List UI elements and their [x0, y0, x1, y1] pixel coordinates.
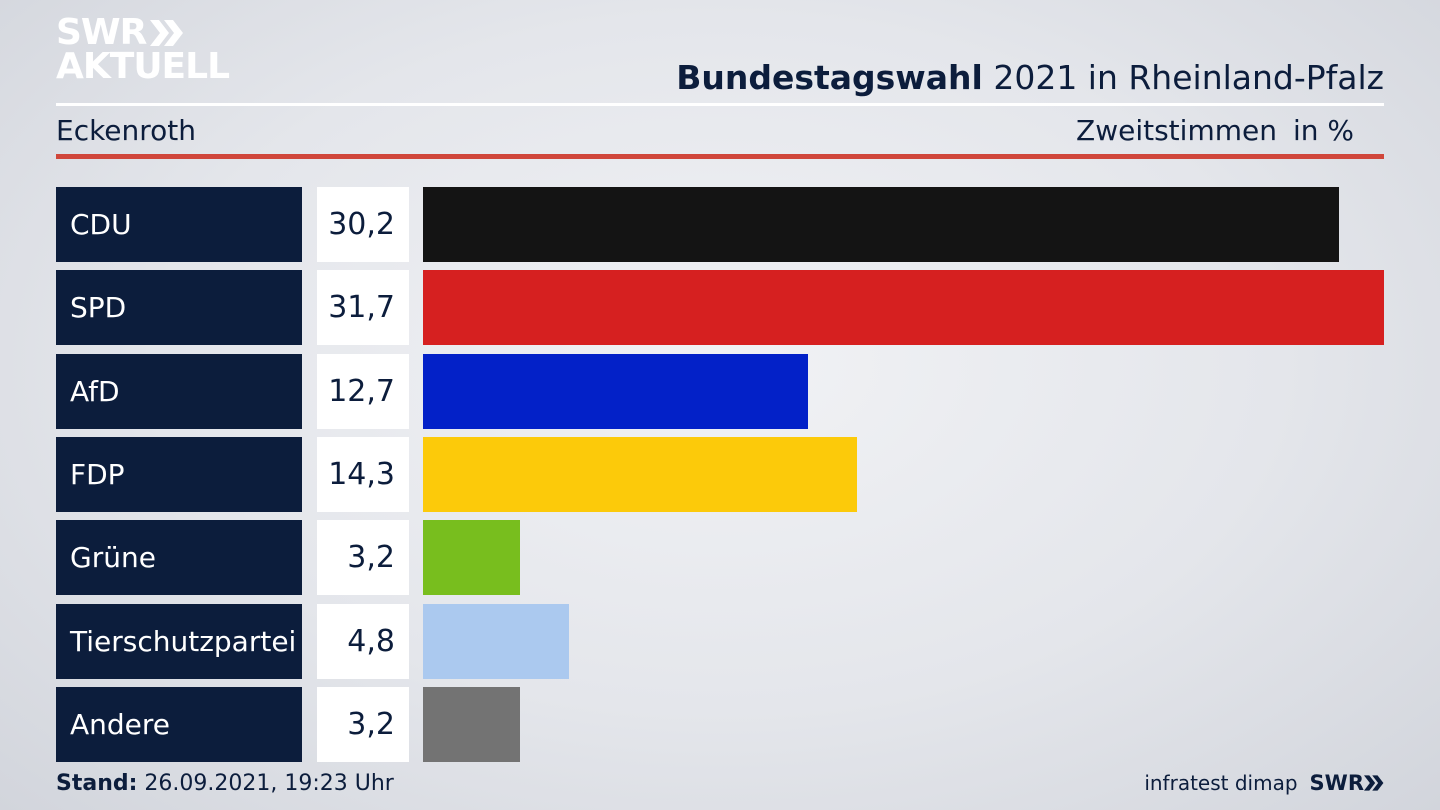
header-divider	[56, 103, 1384, 106]
value-label: 30,2	[317, 187, 409, 262]
chart-row: AfD 12,7	[56, 354, 1384, 429]
party-label: Andere	[56, 687, 302, 762]
logo-line-2: AKTUELL	[56, 46, 230, 88]
double-chevron-icon	[150, 20, 184, 47]
double-chevron-icon	[1364, 775, 1384, 791]
chart-row: CDU 30,2	[56, 187, 1384, 262]
value-label: 4,8	[317, 604, 409, 679]
chart-row: SPD 31,7	[56, 270, 1384, 345]
metric-name: Zweitstimmen	[1076, 114, 1277, 147]
party-label: CDU	[56, 187, 302, 262]
chart-row: FDP 14,3	[56, 437, 1384, 512]
value-label: 3,2	[317, 520, 409, 595]
title-bold: Bundestagswahl	[676, 58, 983, 97]
chart-row: Andere 3,2	[56, 687, 1384, 762]
party-label: Tierschutzpartei	[56, 604, 302, 679]
party-label: Grüne	[56, 520, 302, 595]
party-label: SPD	[56, 270, 302, 345]
bar	[423, 520, 520, 595]
stand-label: Stand:	[56, 771, 138, 796]
source-label: infratest dimap	[1144, 771, 1298, 795]
chart-title: Bundestagswahl 2021 in Rheinland-Pfalz	[676, 58, 1384, 97]
bar	[423, 187, 1339, 262]
unit-label: in %	[1292, 114, 1354, 147]
brand-label: SWR	[1309, 771, 1364, 795]
bar	[423, 687, 520, 762]
swr-aktuell-logo: SWR AKTUELL	[56, 12, 230, 88]
stand-value: 26.09.2021, 19:23 Uhr	[137, 771, 394, 796]
chart-row: Tierschutzpartei 4,8	[56, 604, 1384, 679]
metric-label: Zweitstimmen in %	[1076, 114, 1354, 147]
value-label: 14,3	[317, 437, 409, 512]
swr-brand: SWR	[1310, 771, 1384, 795]
value-label: 12,7	[317, 354, 409, 429]
region-label: Eckenroth	[56, 114, 197, 147]
party-label: FDP	[56, 437, 302, 512]
source-credit: infratest dimap SWR	[1144, 771, 1384, 795]
bar	[423, 437, 857, 512]
chart-row: Grüne 3,2	[56, 520, 1384, 595]
title-rest: 2021 in Rheinland-Pfalz	[982, 58, 1384, 97]
logo-line-1: SWR	[56, 12, 147, 53]
value-label: 31,7	[317, 270, 409, 345]
bar	[423, 604, 569, 679]
accent-divider	[56, 154, 1384, 159]
timestamp: Stand: 26.09.2021, 19:23 Uhr	[56, 771, 394, 796]
bar	[423, 270, 1384, 345]
bar	[423, 354, 808, 429]
party-label: AfD	[56, 354, 302, 429]
value-label: 3,2	[317, 687, 409, 762]
